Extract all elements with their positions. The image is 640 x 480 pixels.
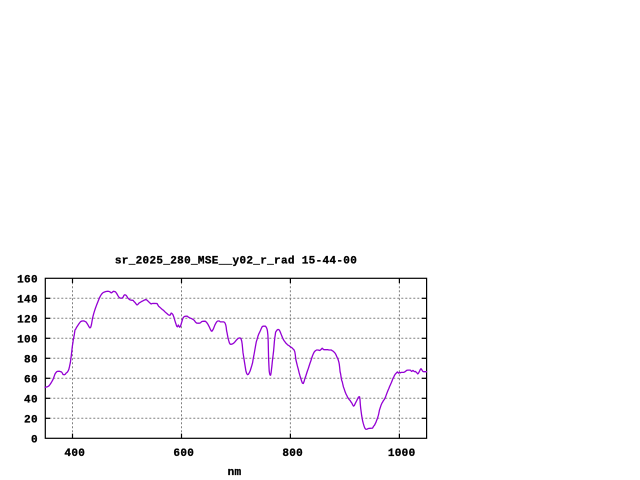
svg-text:1000: 1000 [388,448,416,460]
svg-text:600: 600 [173,448,194,460]
svg-text:400: 400 [64,448,85,460]
svg-text:120: 120 [17,314,38,326]
svg-text:60: 60 [24,374,38,386]
svg-text:nm: nm [228,467,242,479]
svg-text:800: 800 [282,448,303,460]
svg-text:160: 160 [17,274,38,286]
svg-text:100: 100 [17,334,38,346]
svg-text:0: 0 [31,434,38,446]
svg-text:sr_2025_280_MSE__y02_r_rad 15-: sr_2025_280_MSE__y02_r_rad 15-44-00 [115,256,357,268]
svg-text:140: 140 [17,294,38,306]
svg-text:80: 80 [24,354,38,366]
svg-text:20: 20 [24,414,38,426]
svg-text:40: 40 [24,394,38,406]
